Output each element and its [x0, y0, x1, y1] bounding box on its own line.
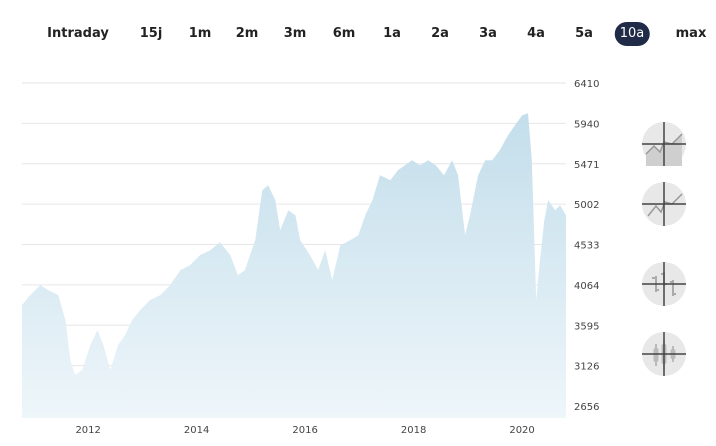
line-chart-icon	[642, 182, 686, 226]
y-tick-label: 6410	[574, 79, 599, 90]
y-tick-label: 4064	[574, 281, 599, 292]
tab-15j[interactable]: 15j	[139, 26, 163, 41]
y-tick-label: 2656	[574, 402, 599, 413]
x-tick-label: 2016	[292, 425, 317, 436]
tab-2a[interactable]: 2a	[431, 26, 449, 41]
tab-max[interactable]: max	[675, 26, 707, 41]
x-tick-label: 2020	[509, 425, 534, 436]
candlestick-chart-button[interactable]	[642, 332, 686, 376]
y-tick-label: 3595	[574, 321, 599, 332]
tab-5a[interactable]: 5a	[575, 26, 593, 41]
tab-1m[interactable]: 1m	[188, 26, 212, 41]
y-tick-label: 3126	[574, 362, 599, 373]
tab-3m[interactable]: 3m	[283, 26, 307, 41]
ohlc-chart-button[interactable]	[642, 262, 686, 306]
line-chart-button[interactable]	[642, 182, 686, 226]
area-chart-icon	[642, 122, 686, 166]
y-tick-label: 4533	[574, 241, 599, 252]
tab-6m[interactable]: 6m	[332, 26, 356, 41]
tab-4a[interactable]: 4a	[527, 26, 545, 41]
period-tabs: Intraday 15j 1m 2m 3m 6m 1a 2a 3a 4a 5a 10a max	[0, 22, 716, 46]
x-tick-label: 2014	[184, 425, 209, 436]
candlestick-chart-icon	[642, 332, 686, 376]
tab-intraday[interactable]: Intraday	[47, 26, 109, 41]
price-area	[22, 113, 566, 419]
x-tick-label: 2018	[401, 425, 426, 436]
x-tick-label: 2012	[75, 425, 100, 436]
tab-3a[interactable]: 3a	[479, 26, 497, 41]
y-tick-label: 5002	[574, 200, 599, 211]
tab-2m[interactable]: 2m	[235, 26, 259, 41]
area-chart-button[interactable]	[642, 122, 686, 166]
ohlc-chart-icon	[642, 262, 686, 306]
tab-10a[interactable]: 10a	[614, 22, 650, 46]
tab-1a[interactable]: 1a	[383, 26, 401, 41]
y-tick-label: 5940	[574, 119, 599, 130]
y-tick-label: 5471	[574, 160, 599, 171]
